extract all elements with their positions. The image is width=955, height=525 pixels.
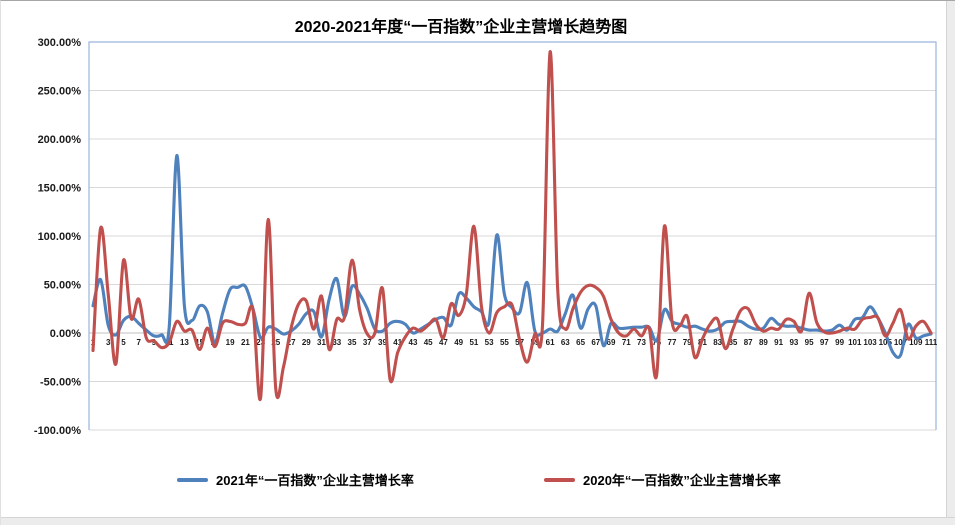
x-tick-label: 49 (454, 338, 463, 347)
x-tick-label: 41 (393, 338, 402, 347)
x-tick-label: 79 (683, 338, 692, 347)
x-tick-label: 7 (136, 338, 141, 347)
y-tick-label: 50.00% (44, 280, 82, 292)
y-tick-label: 150.00% (38, 183, 82, 195)
x-tick-label: 19 (226, 338, 235, 347)
x-tick-label: 51 (469, 338, 478, 347)
series-line-2020[interactable] (91, 50, 933, 402)
x-tick-label: 35 (348, 338, 357, 347)
y-tick-label: 200.00% (38, 134, 82, 146)
x-tick-label: 93 (789, 338, 798, 347)
y-tick-label: -50.00% (40, 377, 81, 389)
x-tick-label: 31 (317, 338, 326, 347)
screenshot-edge-bottom (1, 517, 955, 525)
y-tick-label: 250.00% (38, 86, 82, 98)
x-tick-label: 105 (879, 338, 893, 347)
x-tick-label: 45 (424, 338, 433, 347)
x-tick-label: 27 (287, 338, 296, 347)
y-tick-label: 100.00% (38, 231, 82, 243)
x-tick-label: 69 (607, 338, 616, 347)
x-tick-label: 61 (546, 338, 555, 347)
x-tick-label: 103 (863, 338, 877, 347)
x-tick-label: 63 (561, 338, 570, 347)
legend-line-swatch-2020 (544, 477, 575, 482)
x-tick-label: 23 (256, 338, 265, 347)
x-tick-label: 47 (439, 338, 448, 347)
x-tick-label: 65 (576, 338, 585, 347)
x-tick-label: 109 (909, 338, 923, 347)
x-tick-label: 107 (894, 338, 908, 347)
x-tick-label: 55 (500, 338, 509, 347)
x-tick-label: 83 (713, 338, 722, 347)
y-tick-label: 300.00% (38, 37, 82, 49)
x-tick-label: 67 (591, 338, 600, 347)
legend-label-2021: 2021年“一百指数”企业主营增长率 (216, 473, 414, 488)
plot-border (88, 41, 937, 430)
x-tick-label: 111 (925, 338, 938, 347)
x-tick-label: 97 (820, 338, 829, 347)
x-tick-label: 43 (409, 338, 418, 347)
x-tick-label: 73 (637, 338, 646, 347)
legend-line-swatch-2021 (177, 477, 208, 482)
series-line-2021[interactable] (91, 153, 933, 359)
chart-title: 2020-2021年度“一百指数”企业主营增长趋势图 (294, 19, 628, 36)
x-tick-label: 59 (530, 338, 539, 347)
x-tick-label: 33 (332, 338, 341, 347)
x-tick-label: 53 (485, 338, 494, 347)
x-tick-label: 21 (241, 338, 250, 347)
x-tick-label: 3 (106, 338, 111, 347)
x-tick-label: 95 (805, 338, 814, 347)
x-tick-label: 5 (121, 338, 126, 347)
x-tick-label: 99 (835, 338, 844, 347)
x-tick-label: 29 (302, 338, 311, 347)
y-tick-label: 0.00% (50, 328, 81, 340)
x-tick-label: 85 (728, 338, 737, 347)
x-tick-label: 91 (774, 338, 783, 347)
x-tick-label: 39 (378, 338, 387, 347)
x-tick-label: 13 (180, 338, 189, 347)
legend-label-2020: 2020年“一百指数”企业主营增长率 (583, 473, 781, 488)
legend-item-2021[interactable]: 2021年“一百指数”企业主营增长率 (177, 470, 414, 489)
screenshot-edge-right (946, 1, 955, 525)
x-tick-label: 89 (759, 338, 768, 347)
x-tick-label: 25 (271, 338, 280, 347)
x-tick-label: 15 (195, 338, 204, 347)
y-tick-label: -100.00% (34, 425, 81, 437)
x-tick-label: 37 (363, 338, 372, 347)
x-tick-label: 71 (622, 338, 631, 347)
x-tick-label: 87 (744, 338, 753, 347)
x-tick-label: 77 (668, 338, 677, 347)
legend-item-2020[interactable]: 2020年“一百指数”企业主营增长率 (544, 470, 781, 489)
x-tick-label: 101 (848, 338, 862, 347)
